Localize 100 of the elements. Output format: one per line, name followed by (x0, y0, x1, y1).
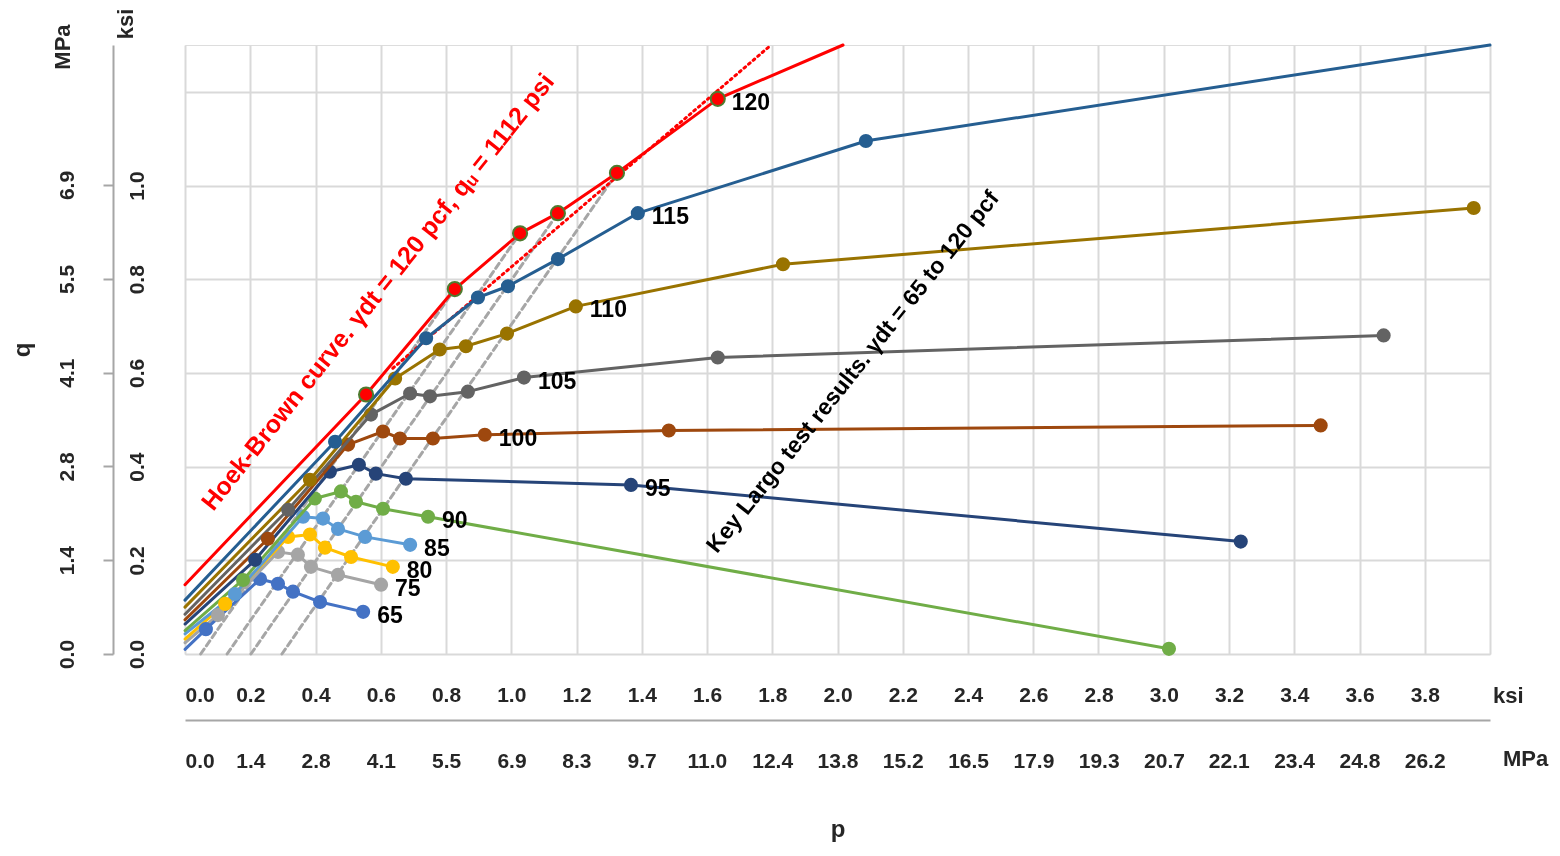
point (302, 527, 318, 542)
point (511, 225, 529, 242)
x2-tick-label: 22.1 (1208, 748, 1251, 772)
x2-tick-label: 0.0 (185, 748, 215, 772)
point (368, 466, 383, 481)
point (500, 279, 516, 294)
point (285, 584, 301, 599)
point (398, 471, 413, 486)
x2-tick-label: 12.4 (752, 748, 794, 772)
point (420, 509, 436, 524)
x2-tick-label: 2.8 (301, 748, 332, 772)
point (356, 604, 371, 619)
point (236, 572, 251, 588)
point (709, 90, 726, 107)
x-tick-label: 2.4 (953, 682, 984, 706)
x-tick-label: 0.4 (301, 682, 331, 706)
x-axis-title: p (830, 814, 846, 842)
point (333, 484, 349, 499)
point (516, 370, 532, 385)
x-tick-label: 2.2 (888, 682, 918, 706)
point (403, 386, 418, 401)
point (549, 205, 566, 222)
x2-tick-label: 8.3 (562, 748, 592, 772)
x2-tick-label: 19.3 (1078, 748, 1120, 772)
point (385, 559, 400, 574)
x2-tick-label: 6.9 (497, 748, 527, 772)
text: MPa (1503, 746, 1549, 771)
x-tick-label: 2.8 (1084, 682, 1114, 706)
point (419, 331, 434, 346)
point (630, 206, 645, 221)
point (568, 299, 583, 314)
y-tick-label: 0.6 (124, 358, 148, 389)
point (374, 577, 389, 592)
point (1313, 418, 1328, 433)
point (348, 494, 364, 509)
point (315, 511, 331, 526)
point (358, 386, 375, 403)
x-tick-label: 0.2 (236, 682, 266, 706)
text: ksi (113, 8, 138, 40)
x-tick-label: 0.0 (185, 682, 215, 706)
series-label: 110 (589, 296, 627, 323)
point (313, 594, 328, 610)
point (375, 424, 391, 439)
y2-tick-label: 5.5 (54, 264, 78, 294)
point (477, 427, 492, 442)
point (661, 423, 676, 438)
point (499, 326, 515, 341)
point (608, 164, 626, 181)
point (1466, 200, 1481, 216)
x2-tick-label: 9.7 (627, 748, 657, 772)
x-tick-label: 1.8 (758, 682, 788, 706)
point (303, 559, 318, 574)
y2-tick-label: 0.0 (54, 639, 78, 670)
point (446, 281, 463, 298)
point (330, 567, 346, 582)
y-tick-label: 1.0 (124, 171, 148, 201)
x-tick-label: 3.0 (1149, 682, 1179, 706)
x2-tick-label: 13.8 (817, 748, 859, 772)
point (330, 521, 346, 536)
point (227, 586, 242, 602)
x-tick-label: 3.2 (1214, 682, 1245, 706)
x2-tick-label: 1.4 (236, 748, 266, 772)
series-label: 85 (424, 534, 450, 561)
text: ksi (1493, 683, 1524, 708)
point (328, 434, 343, 449)
point (375, 501, 391, 516)
x-tick-label: 1.4 (627, 682, 658, 706)
point (550, 252, 565, 267)
x2-tick-label: 11.0 (687, 748, 728, 772)
x-tick-label: 0.8 (431, 682, 462, 706)
x2-tick-label: 26.2 (1404, 748, 1446, 772)
point (710, 350, 725, 365)
point (1376, 328, 1391, 343)
y-tick-label: 0.8 (124, 264, 148, 295)
point (432, 342, 447, 357)
point (470, 290, 486, 305)
point (290, 547, 305, 562)
point (392, 431, 408, 446)
x2-tick-label: 15.2 (882, 748, 924, 772)
point (270, 576, 286, 591)
y-tick-label: 0.4 (124, 452, 148, 482)
point (248, 552, 263, 567)
x-tick-label: 3.6 (1345, 682, 1375, 706)
x2-tick-label: 23.4 (1274, 748, 1316, 772)
x2-tick-label: 16.5 (948, 748, 990, 772)
text: MPa (50, 23, 75, 70)
point (425, 431, 441, 446)
x-tick-label: 1.0 (497, 682, 527, 706)
y-tick-label: 0.2 (124, 546, 148, 576)
point (422, 389, 438, 404)
y-tick-label: 0.0 (124, 639, 148, 670)
series-label: 120 (731, 88, 771, 115)
series-label: 65 (377, 601, 403, 628)
y2-tick-label: 6.9 (54, 170, 78, 201)
point (218, 596, 233, 611)
point (260, 531, 275, 546)
x2-tick-label: 17.9 (1013, 748, 1055, 772)
x-tick-label: 3.8 (1410, 682, 1441, 706)
x-tick-label: 3.4 (1280, 682, 1310, 706)
x2-tick-label: 4.1 (366, 748, 397, 772)
